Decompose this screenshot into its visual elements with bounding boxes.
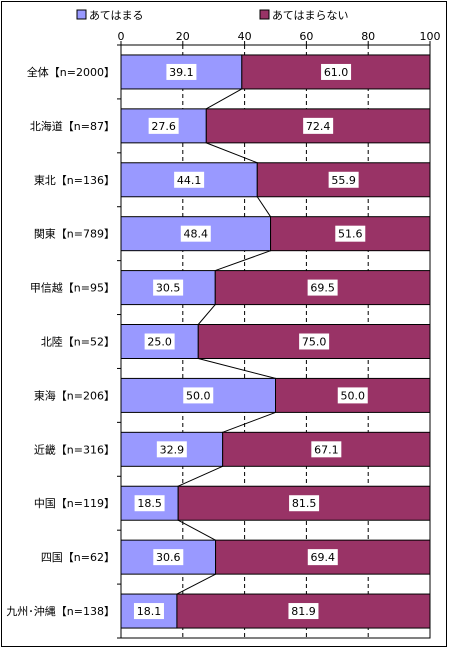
data-label-bg	[174, 171, 205, 188]
data-label-bg	[288, 603, 319, 620]
series-line	[177, 465, 223, 487]
data-label: 51.6	[338, 228, 363, 241]
legend: あてはまる あてはまらない	[76, 9, 349, 22]
legend-swatch-2	[259, 9, 270, 20]
data-label: 27.6	[151, 120, 176, 133]
bar-disagree	[256, 162, 431, 198]
x-tick-label: 100	[420, 30, 441, 43]
category-label: 甲信越【n=95】	[30, 281, 115, 295]
category-labels: 全体【n=2000】北海道【n=87】東北【n=136】関東【n=789】甲信越…	[6, 65, 115, 618]
data-label: 32.9	[160, 443, 185, 456]
category-label: 中国【n=119】	[34, 497, 115, 510]
data-label: 48.4	[184, 228, 209, 241]
x-tick-label: 40	[238, 30, 252, 43]
series-line	[215, 250, 271, 272]
plot-border	[120, 44, 431, 639]
x-axis-tick-labels: 0 20 40 60 80 100	[118, 30, 441, 43]
series-connector-lines	[176, 88, 276, 595]
data-label-bg	[153, 279, 184, 296]
data-label: 50.0	[186, 389, 211, 402]
data-label-bg	[307, 279, 338, 296]
data-label-bg	[311, 441, 342, 458]
data-label: 55.9	[331, 174, 356, 187]
data-label-bg	[328, 171, 359, 188]
legend-label-2: あてはまらない	[272, 9, 349, 22]
category-label: 北陸【n=52】	[41, 336, 115, 349]
data-label: 69.5	[310, 282, 335, 295]
data-label-bg	[321, 63, 352, 80]
category-label: 東北【n=136】	[34, 174, 115, 187]
data-label: 44.1	[177, 174, 202, 187]
data-label: 81.5	[292, 497, 317, 510]
x-tick-label: 20	[176, 30, 190, 43]
series-line	[206, 88, 243, 110]
category-label: 全体【n=2000】	[27, 65, 115, 79]
x-tick-label: 0	[118, 30, 125, 43]
category-label: 東海【n=206】	[34, 388, 115, 402]
data-label-bg	[133, 603, 164, 620]
data-label-bg	[307, 549, 338, 566]
data-label: 75.0	[302, 336, 327, 349]
data-label-bg	[183, 387, 214, 404]
data-label: 18.1	[137, 605, 162, 618]
category-label: 北海道【n=87】	[30, 119, 115, 133]
series-line	[198, 358, 276, 379]
data-label: 25.0	[147, 336, 172, 349]
data-label: 30.6	[156, 551, 181, 564]
data-label: 69.4	[311, 551, 336, 564]
data-label: 18.5	[137, 497, 162, 510]
series-line	[222, 411, 276, 433]
data-label: 61.0	[324, 66, 349, 79]
legend-swatch-1	[76, 9, 87, 20]
x-tick-label: 60	[299, 30, 313, 43]
data-label: 72.4	[306, 120, 331, 133]
data-label-bg	[134, 495, 165, 512]
data-label: 39.1	[169, 66, 194, 79]
data-label-bg	[335, 225, 366, 242]
data-label: 67.1	[314, 443, 339, 456]
plot-area	[117, 41, 431, 639]
category-label: 九州･沖縄【n=138】	[6, 604, 115, 618]
data-labels: 39.1 61.0 27.6 72.4 44.1 55.9 48.4 51.6 30.5 69.5…	[133, 63, 368, 620]
data-label: 50.0	[341, 389, 366, 402]
data-label-bg	[180, 225, 211, 242]
series-line	[176, 573, 216, 595]
category-label: 四国【n=62】	[41, 551, 115, 564]
data-label-bg	[153, 549, 184, 566]
category-label: 関東【n=789】	[34, 228, 115, 241]
data-label-bg	[303, 117, 334, 134]
data-label-bg	[148, 117, 179, 134]
x-tick-label: 80	[361, 30, 375, 43]
series-line	[177, 519, 216, 541]
data-label-bg	[166, 63, 197, 80]
legend-label-1: あてはまる	[89, 9, 144, 22]
data-label: 81.9	[291, 605, 316, 618]
series-line	[256, 196, 271, 217]
data-label-bg	[337, 387, 368, 404]
series-line	[197, 304, 216, 325]
data-label-bg	[144, 333, 175, 350]
data-label: 30.5	[156, 282, 181, 295]
series-line	[206, 142, 258, 164]
category-label: 近畿【n=316】	[34, 442, 115, 456]
data-label-bg	[299, 333, 330, 350]
data-label-bg	[156, 441, 187, 458]
data-label-bg	[289, 495, 320, 512]
